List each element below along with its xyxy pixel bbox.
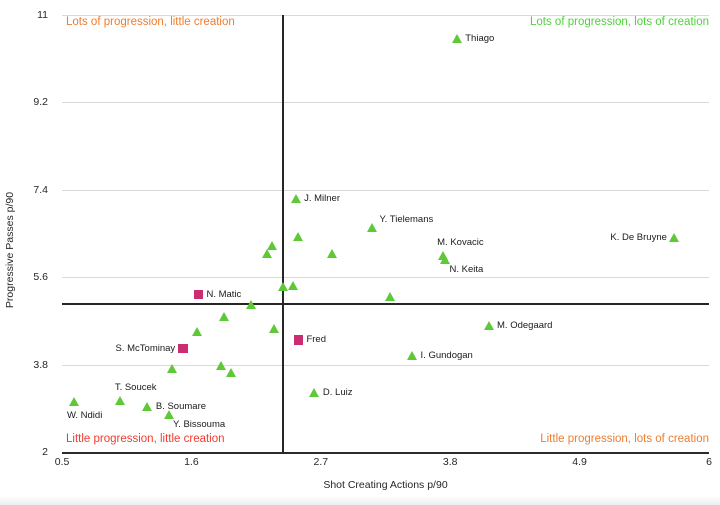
- data-point-triangle: [309, 387, 320, 397]
- data-point-label: Y. Tielemans: [379, 213, 434, 225]
- data-point-triangle: [327, 248, 338, 258]
- quadrant-label-top-right: Lots of progression, lots of creation: [530, 16, 709, 28]
- x-tick-label: 1.6: [184, 456, 199, 468]
- y-tick-label: 2: [42, 446, 48, 458]
- data-point-label: W. Ndidi: [66, 410, 103, 422]
- x-axis-line: [62, 452, 709, 454]
- data-point-triangle: [218, 311, 229, 321]
- y-tick-label: 9.2: [33, 96, 48, 109]
- data-point-square: [193, 289, 204, 300]
- data-point-triangle: [142, 401, 153, 411]
- data-point-label: Fred: [306, 333, 326, 345]
- data-point-triangle: [292, 231, 303, 241]
- data-point-triangle: [115, 395, 126, 405]
- data-point-triangle: [290, 194, 301, 204]
- data-point-triangle: [367, 222, 378, 232]
- crosshair-horizontal-line: [62, 302, 709, 305]
- x-tick-label: 6: [706, 456, 712, 468]
- h-gridline: [62, 189, 709, 191]
- data-point-triangle: [191, 326, 202, 336]
- data-point-label: K. De Bruyne: [610, 231, 667, 243]
- x-axis-title: Shot Creating Actions p/90: [323, 479, 448, 491]
- h-gridline: [62, 277, 709, 279]
- data-point-label: S. McTominay: [115, 342, 176, 354]
- data-point-label: M. Odegaard: [497, 319, 553, 331]
- data-point-label: N. Matic: [206, 288, 242, 300]
- data-point-triangle: [269, 323, 280, 333]
- data-point-triangle: [451, 34, 462, 44]
- quadrant-label-bottom-left: Little progression, little creation: [66, 433, 225, 445]
- y-tick-label: 5.6: [33, 271, 48, 284]
- h-gridline: [62, 102, 709, 104]
- y-tick-label: 7.4: [33, 183, 48, 196]
- y-tick-label: 3.8: [33, 358, 48, 371]
- data-point-triangle: [225, 367, 236, 377]
- data-point-triangle: [483, 320, 494, 330]
- data-point-label: T. Soucek: [114, 381, 157, 393]
- data-point-triangle: [288, 280, 299, 290]
- data-point-triangle: [384, 292, 395, 302]
- data-point-triangle: [407, 350, 418, 360]
- data-point-label: Thiago: [465, 33, 495, 45]
- data-point-triangle: [669, 232, 680, 242]
- y-tick-label: 11: [37, 9, 48, 21]
- x-tick-label: 0.5: [54, 456, 70, 468]
- data-point-triangle: [163, 409, 174, 419]
- data-point-label: M. Kovacic: [437, 237, 484, 249]
- quadrant-label-bottom-right: Little progression, lots of creation: [540, 433, 709, 445]
- x-tick-label: 4.9: [572, 456, 587, 468]
- data-point-square: [178, 343, 188, 354]
- data-point-triangle: [167, 363, 178, 373]
- data-point-triangle: [267, 240, 278, 250]
- data-point-triangle: [277, 281, 288, 291]
- data-point-label: I. Gundogan: [420, 349, 473, 361]
- data-point-label: Y. Bissouma: [173, 418, 226, 430]
- h-gridline: [62, 15, 709, 16]
- data-point-triangle: [216, 361, 227, 371]
- data-point-label: J. Milner: [304, 193, 340, 205]
- crosshair-vertical-line: [282, 15, 285, 454]
- data-point-label: N. Keita: [449, 263, 484, 275]
- x-tick-label: 2.7: [313, 456, 329, 468]
- data-point-label: D. Luiz: [322, 386, 353, 398]
- data-point-triangle: [245, 299, 256, 309]
- h-gridline: [62, 364, 709, 366]
- data-point-label: B. Soumare: [155, 400, 207, 412]
- x-tick-label: 3.8: [442, 456, 458, 468]
- quadrant-label-top-left: Lots of progression, little creation: [66, 16, 235, 28]
- data-point-square: [293, 335, 304, 345]
- data-point-triangle: [262, 248, 273, 258]
- data-point-triangle: [439, 254, 450, 264]
- data-point-triangle: [69, 397, 80, 407]
- bottom-fade-strip: [0, 496, 720, 505]
